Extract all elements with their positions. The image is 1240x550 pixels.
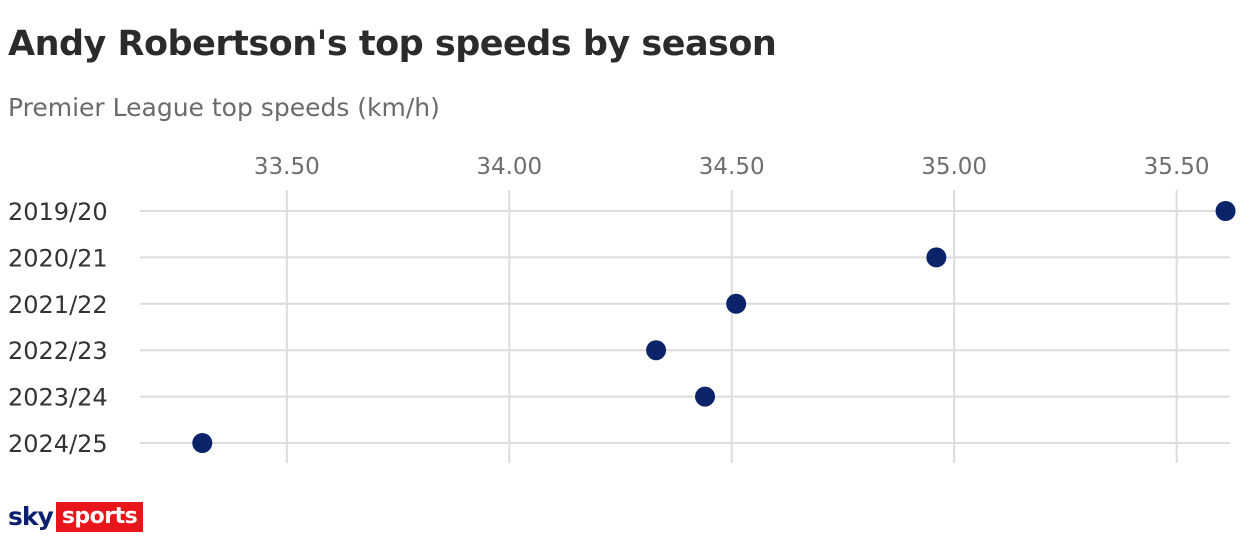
y-tick-label: 2024/25 xyxy=(8,430,108,458)
y-tick-label: 2023/24 xyxy=(8,384,108,412)
chart-subtitle: Premier League top speeds (km/h) xyxy=(8,93,440,122)
data-point xyxy=(646,340,667,361)
data-point xyxy=(726,293,747,314)
sky-sports-logo: sky sports xyxy=(8,502,144,532)
data-point xyxy=(695,386,716,407)
data-point xyxy=(192,433,213,453)
logo-sky-text: sky xyxy=(8,502,54,531)
grid-lines xyxy=(140,190,1230,463)
data-point xyxy=(1215,201,1236,221)
y-tick-label: 2020/21 xyxy=(8,244,108,272)
y-axis-tick-labels: 2019/20 2020/21 2021/22 2022/23 2023/24 2024/… xyxy=(8,198,108,458)
y-tick-label: 2019/20 xyxy=(8,198,108,226)
x-tick-label: 33.50 xyxy=(254,154,320,180)
y-tick-label: 2021/22 xyxy=(8,291,108,319)
logo-sports-text: sports xyxy=(55,502,144,532)
data-points xyxy=(192,201,1236,453)
x-tick-label: 34.00 xyxy=(476,154,542,180)
x-tick-label: 35.50 xyxy=(1144,154,1210,180)
chart-title: Andy Robertson's top speeds by season xyxy=(8,24,777,64)
data-point xyxy=(926,247,947,268)
x-tick-label: 35.00 xyxy=(921,154,987,180)
y-tick-label: 2022/23 xyxy=(8,337,108,365)
x-axis-tick-labels: 33.50 34.00 34.50 35.00 35.50 xyxy=(254,154,1210,180)
x-tick-label: 34.50 xyxy=(699,154,765,180)
